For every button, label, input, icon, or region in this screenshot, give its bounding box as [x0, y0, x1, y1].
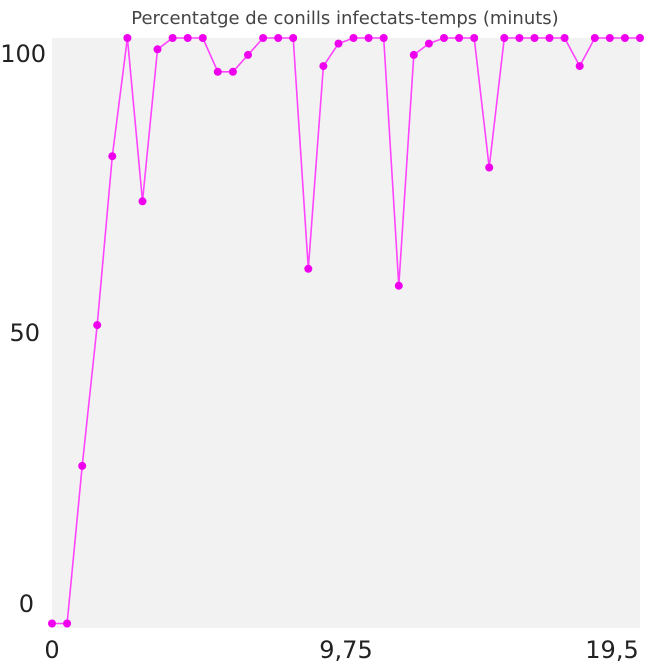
data-point: [590, 34, 599, 42]
data-point: [213, 67, 222, 76]
data-point: [530, 34, 539, 42]
data-point: [289, 34, 298, 42]
data-point: [334, 39, 343, 48]
data-point: [274, 34, 283, 42]
data-point: [409, 50, 418, 59]
x-tick-label-end: 19,5: [585, 636, 638, 664]
series-line-0: [52, 37, 640, 625]
data-point: [183, 34, 192, 42]
data-point: [364, 34, 373, 42]
data-point: [455, 34, 464, 42]
data-point: [198, 34, 207, 42]
data-point: [620, 34, 629, 42]
data-point: [605, 34, 614, 42]
series-layer: [48, 34, 644, 628]
data-point: [244, 50, 252, 59]
plot-area: [52, 38, 640, 628]
x-tick-label-start: 0: [44, 636, 59, 664]
data-point: [560, 34, 569, 42]
y-tick-label-0: 0: [19, 590, 34, 618]
y-tick-label-100: 100: [0, 40, 46, 68]
data-point: [424, 39, 433, 48]
data-point: [93, 321, 102, 330]
data-point: [304, 264, 313, 273]
data-point: [515, 34, 524, 42]
data-point: [470, 34, 479, 42]
data-point: [545, 34, 554, 42]
data-point: [153, 45, 162, 54]
data-point: [394, 281, 403, 290]
data-point: [575, 62, 584, 71]
y-tick-label-50: 50: [9, 319, 40, 347]
data-point: [500, 34, 509, 42]
data-point: [63, 619, 72, 628]
data-point: [319, 62, 328, 71]
chart-title: Percentatge de conills infectats-temps (…: [131, 8, 558, 29]
data-point: [168, 34, 177, 42]
data-point: [485, 163, 494, 172]
data-point: [440, 34, 448, 42]
data-point: [123, 34, 132, 42]
x-tick-label-mid: 9,75: [319, 636, 372, 664]
data-point: [349, 34, 358, 42]
data-point: [48, 619, 56, 628]
data-point: [78, 461, 87, 470]
data-point: [259, 34, 268, 42]
data-point: [228, 67, 237, 76]
data-point: [379, 34, 388, 42]
data-point: [138, 197, 147, 206]
data-point: [108, 152, 117, 161]
data-point: [636, 34, 644, 42]
